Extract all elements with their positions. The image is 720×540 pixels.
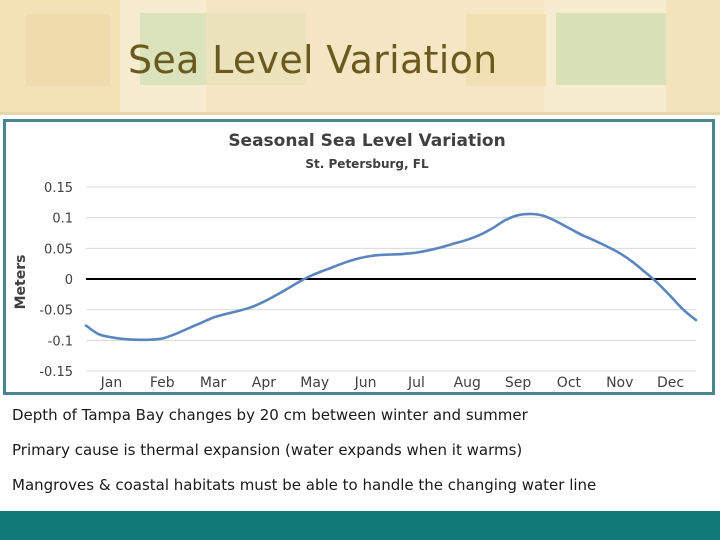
- slide-title: Sea Level Variation: [128, 38, 498, 82]
- x-tick-label: Aug: [454, 375, 481, 391]
- y-tick-label: 0.1: [52, 212, 73, 227]
- chart-title: Seasonal Sea Level Variation: [228, 131, 505, 151]
- x-tick-label: Mar: [200, 375, 227, 391]
- chart-subtitle: St. Petersburg, FL: [305, 157, 429, 171]
- bullet-item: Primary cause is thermal expansion (wate…: [12, 441, 523, 459]
- footer-bar: [0, 511, 720, 540]
- y-tick-label: -0.15: [39, 365, 73, 380]
- x-tick-label: Jan: [100, 375, 123, 391]
- bullet-list: Depth of Tampa Bay changes by 20 cm betw…: [12, 404, 712, 509]
- chart-frame: Seasonal Sea Level Variation St. Petersb…: [3, 119, 715, 395]
- axis-layer: 0.15 0.1 0.05 0 -0.05 -0.1 -0.15 Jan Feb Mar Apr Ma…: [39, 181, 696, 391]
- x-tick-label: Nov: [606, 375, 633, 391]
- series-line: [84, 212, 698, 342]
- x-tick-label: Jun: [354, 375, 377, 391]
- x-tick-label: Sep: [505, 375, 532, 391]
- x-tick-label: Dec: [657, 375, 684, 391]
- banner-divider: [0, 112, 720, 115]
- x-tick-label: Oct: [557, 375, 582, 391]
- banner-block: [556, 13, 666, 85]
- y-tick-label: -0.1: [48, 334, 73, 349]
- y-tick-label: 0.05: [44, 242, 73, 257]
- y-tick-label: 0: [65, 273, 73, 288]
- banner-block: [666, 0, 720, 114]
- x-tick-label: Feb: [150, 375, 175, 391]
- banner-block: [206, 0, 394, 114]
- sea-level-chart: Seasonal Sea Level Variation St. Petersb…: [13, 131, 698, 391]
- y-axis-label: Meters: [13, 255, 29, 310]
- bullet-item: Mangroves & coastal habitats must be abl…: [12, 476, 597, 494]
- grid-layer: [86, 186, 696, 372]
- series-layer: [84, 212, 698, 342]
- x-tick-label: Apr: [252, 375, 276, 391]
- x-tick-label: Jul: [407, 375, 425, 391]
- x-tick-label: May: [300, 375, 329, 391]
- bullet-item: Depth of Tampa Bay changes by 20 cm betw…: [12, 406, 528, 424]
- banner-block: [26, 14, 110, 86]
- y-tick-label: -0.05: [39, 304, 73, 319]
- banner-block: [466, 14, 546, 86]
- y-tick-label: 0.15: [44, 181, 73, 196]
- header-banner: [0, 0, 720, 114]
